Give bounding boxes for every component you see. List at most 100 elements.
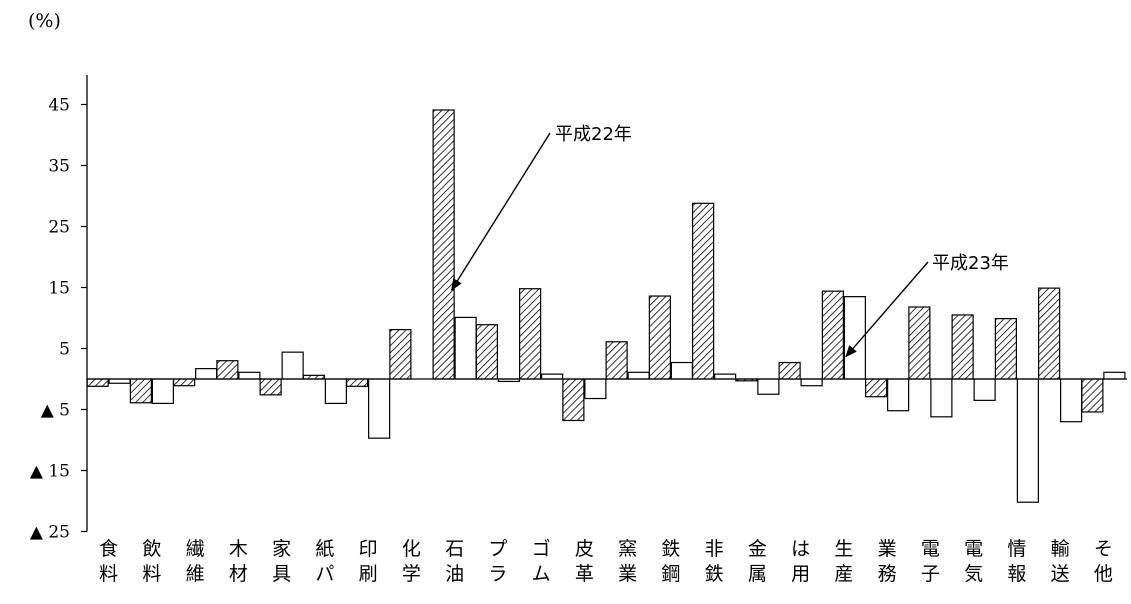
y-tick-label: 5	[59, 340, 70, 360]
bar-heisei22	[475, 324, 498, 380]
bar-heisei22	[605, 341, 628, 380]
x-category-label: 鉄	[661, 538, 680, 560]
bar-heisei23	[454, 316, 477, 380]
annotation-label: 平成22年	[555, 124, 632, 145]
x-category-label: 用	[791, 563, 810, 585]
x-category-label: 電	[921, 538, 940, 560]
x-category-label: ム	[532, 563, 551, 585]
bar-heisei23	[670, 361, 693, 380]
x-category-label: 業	[618, 563, 637, 585]
x-category-label: パ	[315, 563, 334, 585]
bar-heisei22	[259, 378, 282, 396]
bar-heisei22	[216, 360, 239, 380]
bar-heisei22	[778, 361, 801, 380]
x-category-label: 属	[748, 563, 767, 585]
y-tick-label: 15	[48, 279, 70, 299]
x-category-label: 料	[99, 563, 118, 585]
x-category-label: そ	[1094, 538, 1113, 560]
x-category-label: 他	[1094, 563, 1113, 585]
bar-heisei23	[1060, 378, 1083, 423]
x-category-label: 学	[402, 563, 421, 585]
bar-heisei22	[1038, 287, 1061, 380]
x-category-label: 窯	[618, 538, 637, 560]
x-category-label: 化	[402, 538, 421, 560]
bar-heisei22	[346, 378, 369, 387]
x-category-label: 革	[575, 563, 594, 585]
x-category-label: 木	[229, 538, 248, 560]
bar-heisei23	[324, 378, 347, 404]
bar-heisei23	[930, 378, 953, 418]
bar-heisei23	[584, 378, 607, 400]
x-category-label: は	[791, 538, 810, 560]
x-category-label: 業	[878, 538, 897, 560]
bar-heisei22	[908, 306, 931, 380]
bar-heisei23	[1103, 371, 1126, 380]
x-category-label: ゴ	[532, 538, 551, 560]
bar-heisei22	[389, 328, 412, 380]
annotation-arrow	[845, 261, 929, 358]
bar-heisei23	[281, 351, 304, 380]
x-category-label: 石	[445, 538, 464, 560]
x-category-label: 送	[1051, 563, 1070, 585]
bar-heisei22	[519, 288, 542, 380]
x-category-label: 皮	[575, 538, 594, 560]
bar-heisei23	[541, 373, 564, 380]
bar-heisei22	[692, 202, 715, 380]
x-category-label: 務	[878, 563, 897, 585]
bar-heisei23	[800, 378, 823, 387]
annotation-arrow	[451, 132, 551, 291]
x-category-label: 輸	[1051, 538, 1070, 560]
x-category-label: 鉄	[705, 563, 724, 585]
x-category-label: 情	[1007, 538, 1026, 560]
x-category-label: 生	[834, 538, 853, 560]
y-tick-label: ▲ 15	[30, 462, 70, 482]
bar-heisei22	[129, 378, 152, 404]
x-category-label: 金	[748, 538, 767, 560]
x-category-label: 料	[142, 563, 161, 585]
x-category-label: 子	[921, 563, 940, 585]
x-category-label: 気	[964, 563, 983, 585]
annotation-label: 平成23年	[932, 253, 1009, 274]
x-category-label: 食	[99, 538, 118, 560]
x-category-label: 電	[964, 538, 983, 560]
bar-heisei23	[887, 378, 910, 412]
x-category-label: 報	[1007, 563, 1026, 585]
x-category-label: 刷	[359, 563, 378, 585]
x-category-label: プ	[488, 538, 507, 560]
bar-heisei23	[368, 378, 391, 439]
bar-heisei22	[86, 378, 109, 387]
x-category-label: 維	[186, 563, 205, 585]
bar-heisei23	[714, 373, 737, 380]
bar-heisei22	[951, 314, 974, 380]
bar-heisei22	[1081, 378, 1104, 413]
y-tick-label: ▲ 25	[30, 523, 70, 543]
x-category-label: 紙	[315, 538, 334, 560]
x-category-label: 飲	[142, 538, 161, 560]
y-tick-label: 25	[48, 218, 70, 238]
x-category-label: 印	[359, 538, 378, 560]
bar-heisei23	[195, 368, 218, 380]
bar-heisei22	[994, 318, 1017, 380]
x-category-label: 鋼	[661, 563, 680, 585]
bar-heisei22	[648, 295, 671, 380]
y-tick-label: ▲ 5	[41, 401, 70, 421]
y-tick-label: 35	[48, 157, 70, 177]
y-unit-label: (%)	[28, 10, 61, 32]
bar-heisei22	[173, 378, 196, 387]
x-category-label: 材	[229, 563, 248, 585]
bar-heisei23	[151, 378, 174, 404]
bar-heisei22	[821, 290, 844, 380]
x-category-label: 非	[705, 538, 724, 560]
bar-heisei23	[1016, 378, 1039, 503]
bar-heisei22	[562, 378, 585, 422]
x-category-label: 産	[834, 563, 853, 585]
bar-heisei23	[757, 378, 780, 395]
x-category-label: 家	[272, 538, 291, 560]
x-category-label: 油	[445, 563, 464, 585]
bar-heisei23	[627, 371, 650, 380]
x-category-label: 具	[272, 563, 291, 585]
x-category-label: ラ	[488, 563, 507, 585]
y-tick-label: 45	[48, 96, 70, 116]
bar-heisei23	[973, 378, 996, 401]
